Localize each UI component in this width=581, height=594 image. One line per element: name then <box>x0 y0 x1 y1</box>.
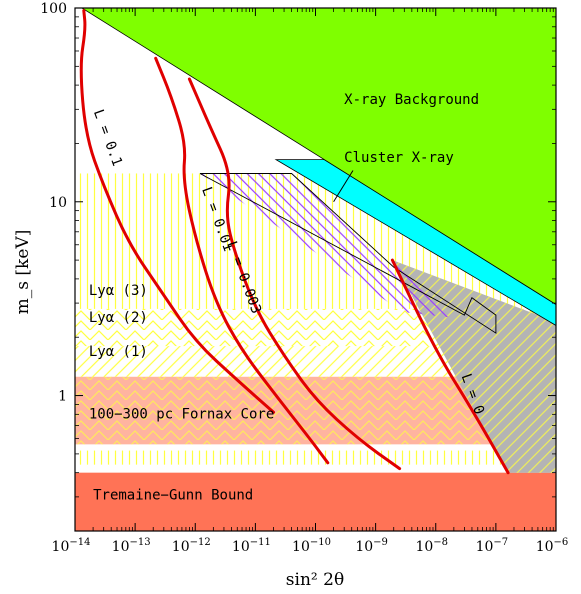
x-tick-label: 10−14 <box>52 537 91 555</box>
x-tick-exp: −10 <box>310 537 331 548</box>
x-tick-exp: −11 <box>250 537 271 548</box>
x-tick-exp: −12 <box>190 537 211 548</box>
region-labels: X-ray Background Cluster X-ray Lyα (3) Lyα … <box>89 92 479 504</box>
region-label-lya-1-: Lyα (1) <box>89 344 148 360</box>
x-tick-exp: −9 <box>373 537 388 548</box>
x-tick-label: 10−6 <box>536 537 569 555</box>
x-tick-exp: −7 <box>493 537 508 548</box>
x-tick-label: 10−7 <box>476 537 509 555</box>
tremaine-gunn-region <box>75 472 556 531</box>
xray-background-region <box>81 8 556 305</box>
region-label-fornax-core: 100−300 pc Fornax Core <box>89 407 274 423</box>
x-tick-exp: −8 <box>433 537 448 548</box>
curve-l-0-1 <box>79 9 275 414</box>
region-label-tremaine-gunn: Tremaine−Gunn Bound <box>93 488 253 504</box>
x-axis-title-text: sin² 2θ <box>286 570 344 590</box>
x-tick-base: 10 <box>172 539 190 555</box>
regions <box>75 8 556 531</box>
y-axis-title: m_s [keV] <box>13 230 33 315</box>
x-tick-label: 10−13 <box>112 537 151 555</box>
y-tick-label: 1 <box>58 389 67 405</box>
region-label-lya-3-: Lyα (3) <box>89 283 148 299</box>
x-tick-label: 10−8 <box>415 537 448 555</box>
x-tick-exp: −13 <box>129 537 150 548</box>
curve-l-0-01 <box>154 56 330 465</box>
x-tick-base: 10 <box>112 539 130 555</box>
region-label-x-ray-background: X-ray Background <box>344 92 479 108</box>
x-axis-title: sin² 2θ <box>286 570 344 590</box>
x-tick-label: 10−9 <box>355 537 388 555</box>
x-tick-base: 10 <box>292 539 310 555</box>
x-tick-base: 10 <box>52 539 70 555</box>
cluster-xray-region <box>274 159 556 326</box>
ticks: 10−14 10−13 10−12 10−11 10−10 10−9 10−8 10−7 10−… <box>40 1 568 555</box>
x-tick-base: 10 <box>415 539 433 555</box>
x-tick-exp: −14 <box>69 537 90 548</box>
purple-hatch-region <box>200 173 459 319</box>
y-tick-label: 100 <box>40 1 67 17</box>
purple-region-outline <box>199 173 497 334</box>
y-axis-title-text: m_s [keV] <box>13 230 33 315</box>
x-tick-label: 10−11 <box>232 537 271 555</box>
y-tick-label: 10 <box>49 195 67 211</box>
region-label-lya-2-: Lyα (2) <box>89 310 148 326</box>
x-tick-base: 10 <box>476 539 494 555</box>
x-tick-label: 10−10 <box>292 537 331 555</box>
cluster-xray-leader <box>333 170 354 203</box>
x-tick-exp: −6 <box>554 537 569 548</box>
lya-thin-band <box>75 450 556 465</box>
curve-l-0 <box>390 258 510 475</box>
x-tick-base: 10 <box>232 539 250 555</box>
x-tick-base: 10 <box>355 539 373 555</box>
x-tick-base: 10 <box>536 539 554 555</box>
x-tick-label: 10−12 <box>172 537 211 555</box>
curve-l-0-003 <box>187 77 402 471</box>
region-label-cluster-x-ray: Cluster X-ray <box>344 150 454 166</box>
